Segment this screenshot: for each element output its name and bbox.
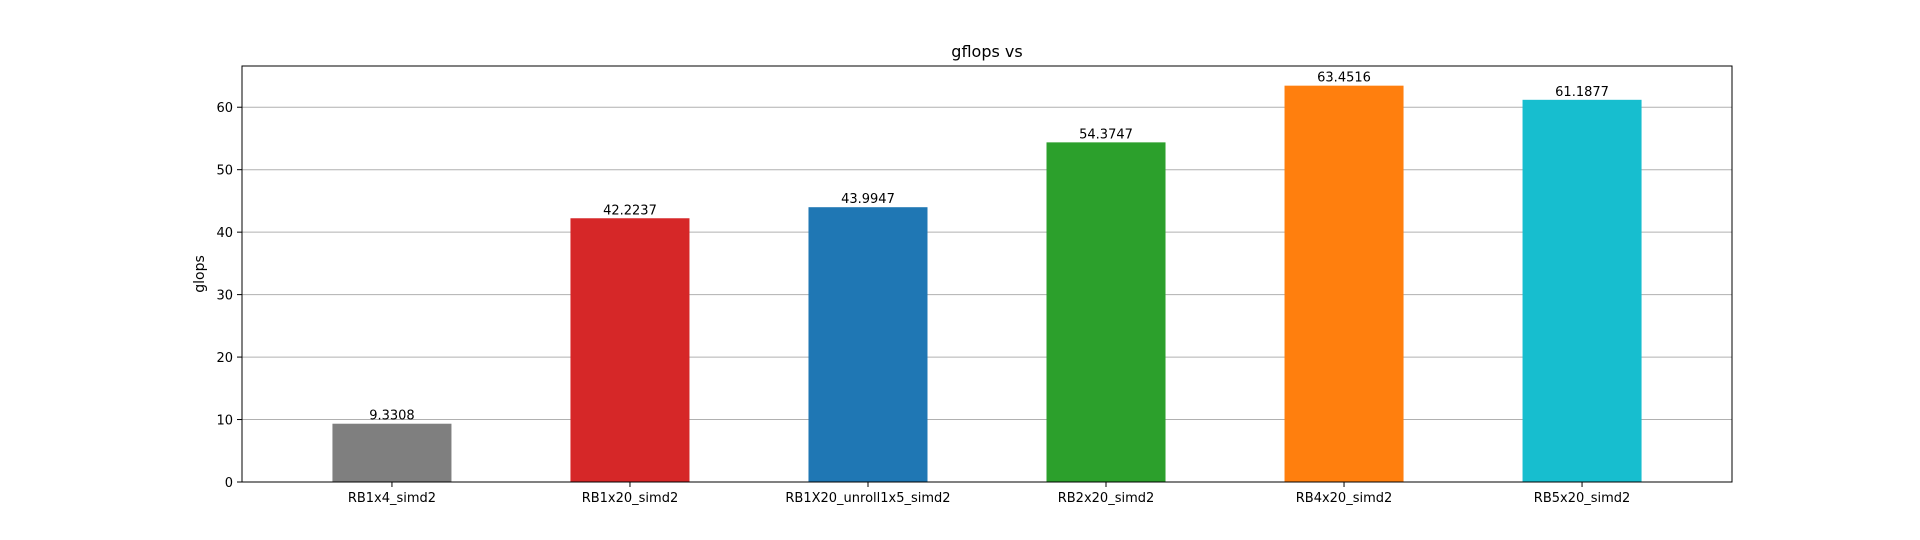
bar-value-label: 63.4516 [1317, 71, 1371, 86]
bar-5 [1284, 85, 1404, 482]
x-tick-label: RB5x20_simd2 [1534, 491, 1631, 506]
bar-6 [1522, 99, 1642, 483]
bar-3 [808, 207, 928, 482]
chart-title: gflops vs [951, 42, 1022, 61]
plot-frame [241, 65, 1733, 483]
x-tick-label: RB1x4_simd2 [348, 491, 436, 506]
y-tick-label: 0 [225, 476, 233, 491]
gridlines [242, 106, 1732, 421]
x-tick-label: RB2x20_simd2 [1058, 491, 1155, 506]
y-axis-ticks: 0 10 20 30 40 50 60 [216, 101, 242, 491]
bar-value-labels: 9.3308 42.2237 43.9947 54.3747 63.4516 61.187… [369, 71, 1609, 424]
x-axis-ticks: RB1x4_simd2 RB1x20_simd2 RB1X20_unroll1x5_… [348, 482, 1630, 506]
bar-value-label: 9.3308 [369, 409, 415, 424]
bars [332, 85, 1642, 483]
y-tick-label: 20 [216, 351, 233, 366]
x-tick-label: RB1X20_unroll1x5_simd2 [785, 491, 950, 506]
y-tick-label: 30 [216, 289, 233, 304]
bar-2 [570, 218, 690, 482]
x-tick-label: RB1x20_simd2 [582, 491, 679, 506]
y-tick-label: 10 [216, 414, 233, 429]
bar-value-label: 42.2237 [603, 203, 657, 218]
bar-value-label: 43.9947 [841, 192, 895, 207]
y-axis-label: glops [192, 255, 208, 293]
y-tick-label: 40 [216, 226, 233, 241]
bar-1 [332, 423, 452, 482]
bar-4 [1046, 142, 1166, 482]
x-tick-label: RB4x20_simd2 [1296, 491, 1393, 506]
bar-value-label: 54.3747 [1079, 127, 1133, 142]
y-tick-label: 50 [216, 164, 233, 179]
y-tick-label: 60 [216, 101, 233, 116]
bar-value-label: 61.1877 [1555, 85, 1609, 100]
